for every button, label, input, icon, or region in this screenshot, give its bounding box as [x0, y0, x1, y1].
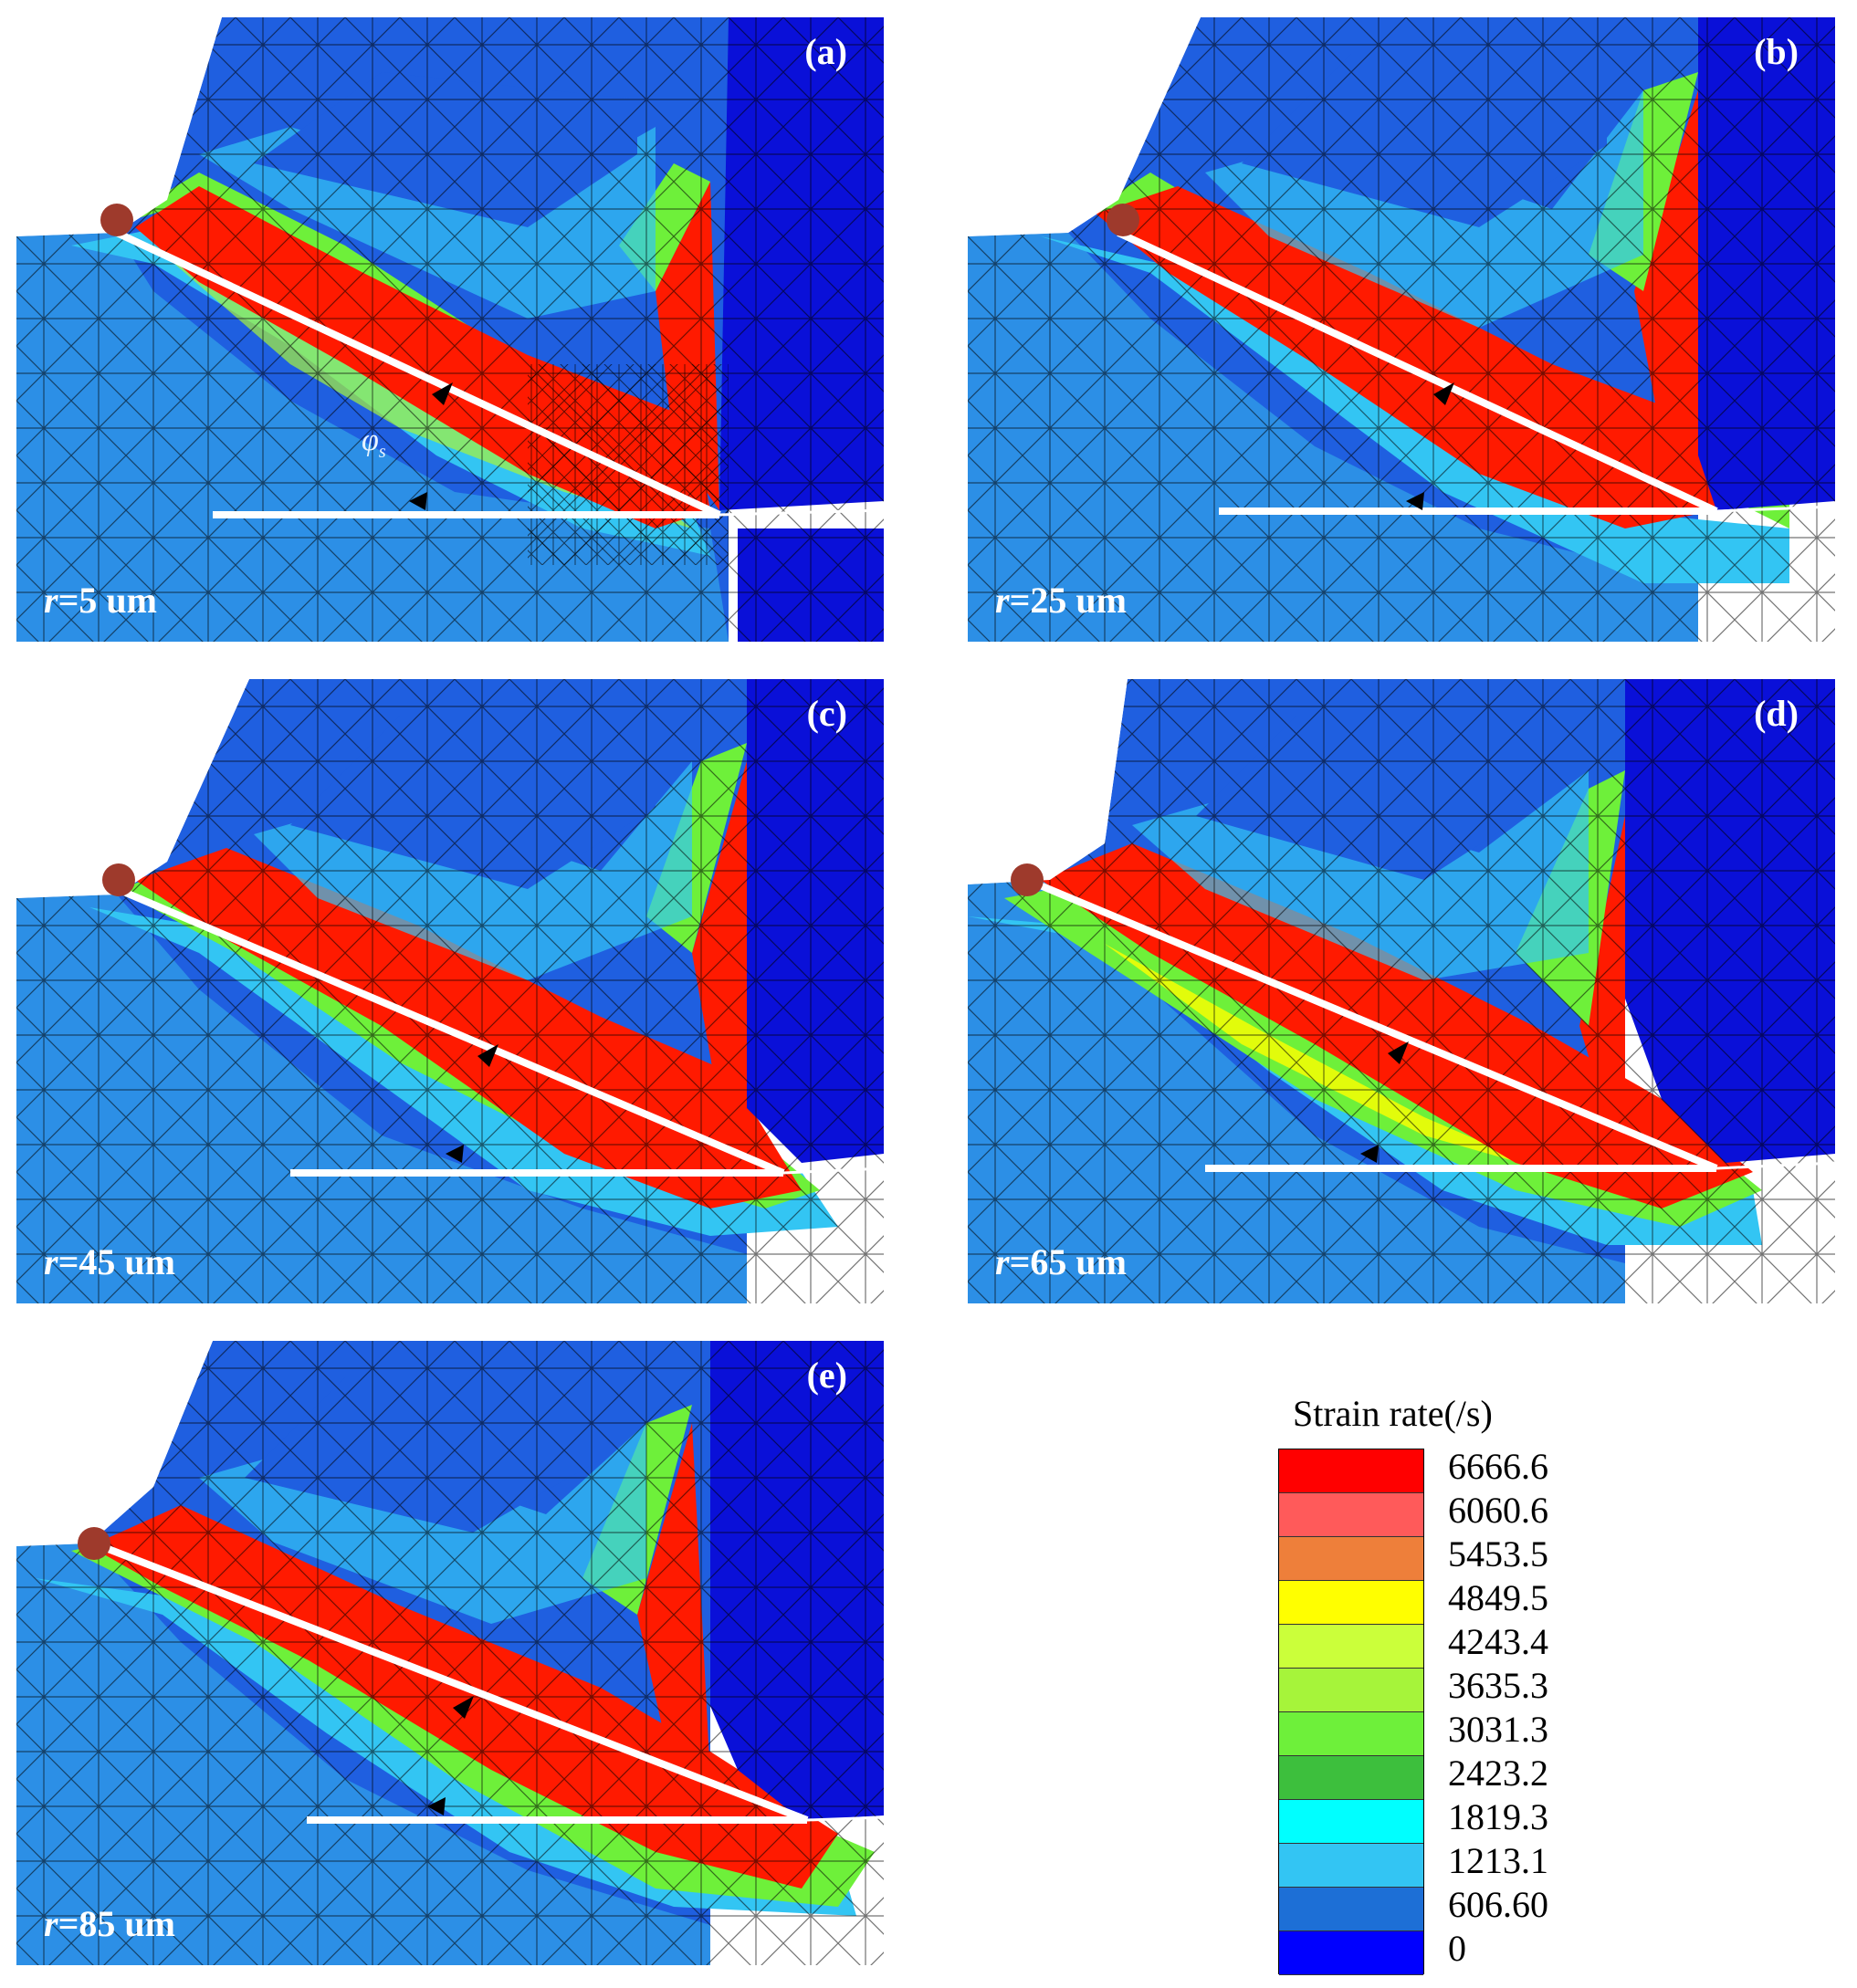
panel-c: (c) r=45 um	[16, 679, 884, 1303]
legend-tick-label: 3635.3	[1448, 1665, 1548, 1706]
legend-title: Strain rate(/s)	[1293, 1393, 1493, 1434]
radius-label-c: r=45 um	[44, 1241, 175, 1282]
radius-label-a: r=5 um	[44, 580, 157, 621]
legend-tick-label: 4243.4	[1448, 1621, 1548, 1662]
legend-tick-label: 6666.6	[1448, 1446, 1548, 1487]
legend-tick-label: 3031.3	[1448, 1709, 1548, 1750]
strain-rate-legend: Strain rate(/s) 6666.6 6060.6 5453.5 4849.5…	[1278, 1392, 1589, 1976]
legend-swatch	[1279, 1712, 1423, 1756]
strain-rate-field-d	[968, 679, 1835, 1303]
legend-swatch	[1279, 1537, 1423, 1581]
panel-a: (a) φs r=5 um	[16, 17, 884, 642]
strain-rate-field-e	[16, 1341, 884, 1965]
legend-tick-label: 1213.1	[1448, 1840, 1548, 1881]
legend-swatch	[1279, 1581, 1423, 1625]
legend-tick-label: 6060.6	[1448, 1490, 1548, 1531]
strain-rate-field-c	[16, 679, 884, 1303]
panel-b: (b) r=25 um	[968, 17, 1835, 642]
panel-d: (d) r=65 um	[968, 679, 1835, 1303]
shear-angle-label: φs	[362, 424, 386, 462]
legend-swatch	[1279, 1756, 1423, 1800]
panel-tag-b: (b)	[1754, 31, 1799, 72]
legend-swatch	[1279, 1844, 1423, 1888]
legend-swatch	[1279, 1625, 1423, 1669]
strain-rate-field-a	[16, 17, 884, 642]
panel-tag-a: (a)	[804, 31, 847, 72]
radius-label-e: r=85 um	[44, 1903, 175, 1944]
radius-label-b: r=25 um	[995, 580, 1127, 621]
panel-tag-c: (c)	[806, 693, 847, 734]
legend-tick-label: 606.60	[1448, 1884, 1548, 1925]
legend-swatch	[1279, 1669, 1423, 1712]
legend-swatch	[1279, 1449, 1423, 1493]
radius-label-d: r=65 um	[995, 1241, 1127, 1282]
legend-tick-label: 1819.3	[1448, 1796, 1548, 1837]
legend-swatch	[1279, 1493, 1423, 1537]
panel-tag-e: (e)	[806, 1355, 847, 1396]
legend-swatch	[1279, 1931, 1423, 1975]
legend-swatch	[1279, 1800, 1423, 1844]
legend-swatch	[1279, 1888, 1423, 1931]
legend-tick-label: 2423.2	[1448, 1753, 1548, 1794]
strain-rate-field-b	[968, 17, 1835, 642]
legend-tick-label: 5453.5	[1448, 1533, 1548, 1575]
legend-color-bar	[1278, 1449, 1424, 1975]
legend-tick-label: 0	[1448, 1928, 1466, 1969]
panel-e: (e) r=85 um	[16, 1341, 884, 1965]
panel-tag-d: (d)	[1754, 693, 1799, 734]
legend-tick-label: 4849.5	[1448, 1577, 1548, 1618]
